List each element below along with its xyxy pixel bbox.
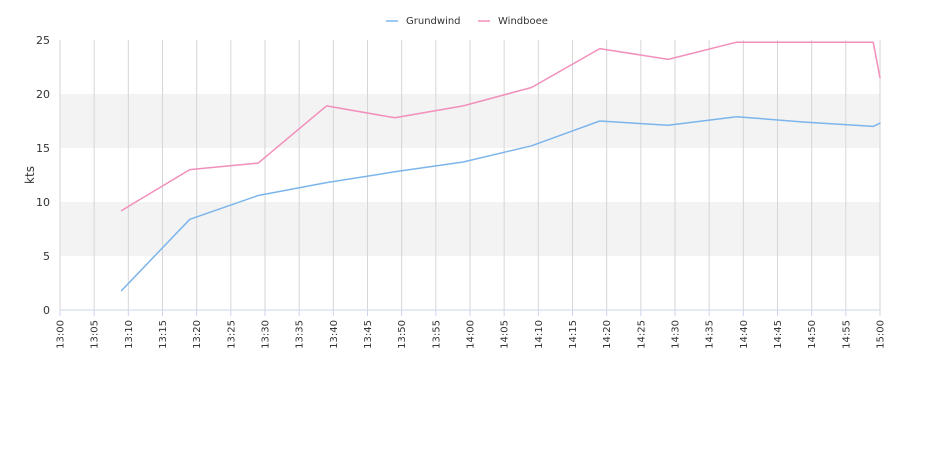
x-axis-ticks: 13:00 13:05 13:10 13:15 13:20 13:25 13:30 13:35… [56,310,887,349]
x-tick-label: 14:35 [705,320,716,349]
y-tick-label: 20 [36,88,50,101]
legend-item-grundwind[interactable]: Grundwind [386,16,461,27]
y-tick-label: 15 [36,142,50,155]
x-tick-label: 14:30 [671,320,682,349]
x-tick-label: 14:15 [568,320,579,349]
x-tick-label: 13:30 [261,320,272,349]
x-tick-label: 13:15 [158,320,169,349]
series-line-windboee [120,41,881,212]
legend: Grundwind Windboee [386,16,548,27]
legend-label: Windboee [498,16,548,27]
x-tick-label: 14:45 [773,320,784,349]
x-tick-label: 13:10 [124,320,135,349]
x-tick-label: 13:45 [363,320,374,349]
x-tick-label: 14:05 [500,320,511,349]
x-tick-label: 14:20 [602,320,613,349]
y-tick-label: 25 [36,34,50,47]
x-tick-label: 13:40 [329,320,340,349]
x-tick-label: 13:05 [90,320,101,349]
series-line-grundwind [120,115,881,292]
x-tick-label: 14:50 [807,320,818,349]
y-axis-title: kts [23,166,37,184]
x-tick-label: 14:00 [466,320,477,349]
legend-item-windboee[interactable]: Windboee [478,16,548,27]
y-tick-label: 5 [43,250,50,263]
legend-label: Grundwind [406,16,461,27]
x-tick-label: 15:00 [876,320,887,349]
x-tick-label: 13:25 [226,320,237,349]
series-lines [120,41,881,292]
x-tick-label: 14:55 [841,320,852,349]
x-tick-label: 13:35 [295,320,306,349]
y-tick-label: 10 [36,196,50,209]
x-tick-label: 13:00 [56,320,67,349]
vertical-gridlines [59,40,881,310]
y-axis-ticks: 0 5 10 15 20 25 [36,34,50,317]
x-tick-label: 13:20 [192,320,203,349]
x-tick-label: 14:10 [534,320,545,349]
x-tick-label: 13:55 [431,320,442,349]
x-tick-label: 14:25 [636,320,647,349]
x-tick-label: 14:40 [739,320,750,349]
x-tick-label: 13:50 [397,320,408,349]
y-tick-label: 0 [43,304,50,317]
